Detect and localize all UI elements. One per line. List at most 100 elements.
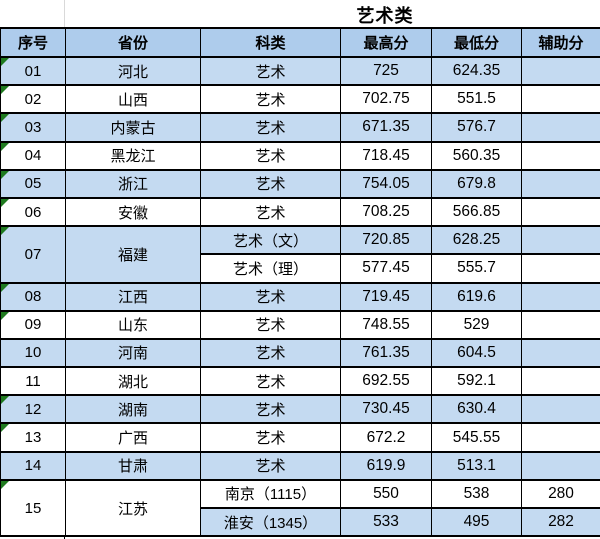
category-cell[interactable]: 艺术 [200, 196, 341, 228]
max-score-cell[interactable]: 550 [340, 478, 432, 510]
max-score-cell[interactable]: 671.35 [340, 112, 432, 143]
col-header-no[interactable]: 序号 [0, 27, 66, 58]
aux-score-cell[interactable] [521, 55, 600, 87]
serial-cell[interactable]: 07 [0, 225, 66, 284]
aux-score-cell[interactable] [521, 253, 600, 284]
aux-score-cell[interactable] [521, 394, 600, 425]
category-cell[interactable]: 艺术 [200, 55, 341, 87]
min-score-cell[interactable]: 551.5 [431, 84, 522, 115]
category-cell[interactable]: 艺术 [200, 309, 341, 340]
aux-score-cell[interactable]: 280 [521, 478, 600, 510]
serial-cell[interactable]: 13 [0, 422, 66, 453]
aux-score-cell[interactable] [521, 84, 600, 115]
province-cell[interactable]: 河北 [65, 55, 201, 87]
province-cell[interactable]: 甘肃 [65, 450, 201, 481]
serial-cell[interactable]: 10 [0, 337, 66, 369]
serial-cell[interactable]: 14 [0, 450, 66, 481]
province-cell[interactable]: 湖南 [65, 394, 201, 425]
serial-cell[interactable]: 12 [0, 394, 66, 425]
province-cell[interactable]: 山东 [65, 309, 201, 340]
min-score-cell[interactable]: 679.8 [431, 168, 522, 199]
min-score-cell[interactable]: 529 [431, 309, 522, 340]
province-cell[interactable]: 广西 [65, 422, 201, 453]
province-cell[interactable]: 福建 [65, 225, 201, 284]
serial-cell[interactable]: 06 [0, 196, 66, 228]
max-score-cell[interactable]: 692.55 [340, 366, 432, 397]
province-cell[interactable]: 江西 [65, 281, 201, 312]
min-score-cell[interactable]: 566.85 [431, 196, 522, 228]
category-cell[interactable]: 艺术 [200, 366, 341, 397]
province-cell[interactable]: 山西 [65, 84, 201, 115]
category-cell[interactable]: 艺术 [200, 168, 341, 199]
serial-cell[interactable]: 15 [0, 478, 66, 538]
max-score-cell[interactable]: 533 [340, 506, 432, 538]
max-score-cell[interactable]: 708.25 [340, 196, 432, 228]
max-score-cell[interactable]: 754.05 [340, 168, 432, 199]
max-score-cell[interactable]: 761.35 [340, 337, 432, 369]
max-score-cell[interactable]: 748.55 [340, 309, 432, 340]
max-score-cell[interactable]: 725 [340, 55, 432, 87]
serial-cell[interactable]: 02 [0, 84, 66, 115]
min-score-cell[interactable]: 560.35 [431, 140, 522, 171]
category-cell[interactable]: 艺术 [200, 422, 341, 453]
province-cell[interactable]: 内蒙古 [65, 112, 201, 143]
min-score-cell[interactable]: 624.35 [431, 55, 522, 87]
aux-score-cell[interactable] [521, 422, 600, 453]
aux-score-cell[interactable] [521, 112, 600, 143]
min-score-cell[interactable]: 576.7 [431, 112, 522, 143]
max-score-cell[interactable]: 718.45 [340, 140, 432, 171]
province-cell[interactable]: 浙江 [65, 168, 201, 199]
min-score-cell[interactable]: 555.7 [431, 253, 522, 284]
aux-score-cell[interactable]: 282 [521, 506, 600, 538]
min-score-cell[interactable]: 538 [431, 478, 522, 510]
min-score-cell[interactable]: 604.5 [431, 337, 522, 369]
category-cell[interactable]: 南京（1115） [200, 478, 341, 510]
serial-cell[interactable]: 03 [0, 112, 66, 143]
aux-score-cell[interactable] [521, 366, 600, 397]
aux-score-cell[interactable] [521, 281, 600, 312]
serial-cell[interactable]: 04 [0, 140, 66, 171]
province-cell[interactable]: 江苏 [65, 478, 201, 538]
max-score-cell[interactable]: 577.45 [340, 253, 432, 284]
min-score-cell[interactable]: 628.25 [431, 225, 522, 256]
col-header-category[interactable]: 科类 [200, 27, 341, 58]
min-score-cell[interactable]: 619.6 [431, 281, 522, 312]
aux-score-cell[interactable] [521, 225, 600, 256]
max-score-cell[interactable]: 702.75 [340, 84, 432, 115]
aux-score-cell[interactable] [521, 309, 600, 340]
aux-score-cell[interactable] [521, 450, 600, 481]
category-cell[interactable]: 艺术 [200, 112, 341, 143]
category-cell[interactable]: 艺术（理） [200, 253, 341, 284]
max-score-cell[interactable]: 720.85 [340, 225, 432, 256]
category-cell[interactable]: 艺术（文） [200, 225, 341, 256]
min-score-cell[interactable]: 513.1 [431, 450, 522, 481]
category-cell[interactable]: 艺术 [200, 394, 341, 425]
min-score-cell[interactable]: 545.55 [431, 422, 522, 453]
col-header-max[interactable]: 最高分 [340, 27, 432, 58]
aux-score-cell[interactable] [521, 168, 600, 199]
province-cell[interactable]: 黑龙江 [65, 140, 201, 171]
serial-cell[interactable]: 05 [0, 168, 66, 199]
max-score-cell[interactable]: 672.2 [340, 422, 432, 453]
max-score-cell[interactable]: 719.45 [340, 281, 432, 312]
category-cell[interactable]: 淮安（1345） [200, 506, 341, 538]
max-score-cell[interactable]: 730.45 [340, 394, 432, 425]
category-cell[interactable]: 艺术 [200, 450, 341, 481]
col-header-province[interactable]: 省份 [65, 27, 201, 58]
serial-cell[interactable]: 09 [0, 309, 66, 340]
col-header-min[interactable]: 最低分 [431, 27, 522, 58]
serial-cell[interactable]: 08 [0, 281, 66, 312]
province-cell[interactable]: 河南 [65, 337, 201, 369]
col-header-aux[interactable]: 辅助分 [521, 27, 600, 58]
category-cell[interactable]: 艺术 [200, 337, 341, 369]
aux-score-cell[interactable] [521, 337, 600, 369]
category-cell[interactable]: 艺术 [200, 281, 341, 312]
aux-score-cell[interactable] [521, 196, 600, 228]
serial-cell[interactable]: 11 [0, 366, 66, 397]
province-cell[interactable]: 安徽 [65, 196, 201, 228]
aux-score-cell[interactable] [521, 140, 600, 171]
min-score-cell[interactable]: 495 [431, 506, 522, 538]
min-score-cell[interactable]: 592.1 [431, 366, 522, 397]
category-cell[interactable]: 艺术 [200, 140, 341, 171]
serial-cell[interactable]: 01 [0, 55, 66, 87]
